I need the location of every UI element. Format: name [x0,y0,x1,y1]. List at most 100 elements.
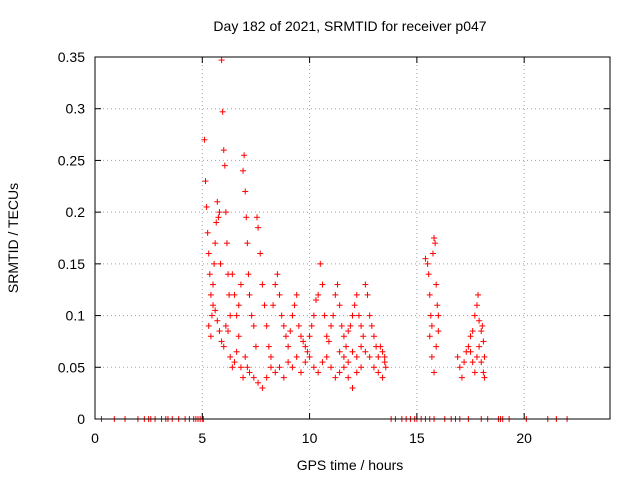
data-point [458,374,465,381]
data-point [362,348,369,355]
data-point [379,374,386,381]
data-point [370,364,377,371]
data-point [362,281,369,288]
data-point [207,333,214,340]
data-point [481,374,488,381]
data-point [244,240,251,247]
data-point [302,359,309,366]
data-point [319,359,326,366]
data-point [310,312,317,319]
data-point [479,322,486,329]
data-point [328,364,335,371]
data-point [204,229,211,236]
data-point [366,353,373,360]
data-point [323,333,330,340]
y-tick-label: 0.05 [58,359,85,375]
data-point [231,359,238,366]
data-point [471,312,478,319]
data-point [382,364,389,371]
data-point [233,348,240,355]
data-point [349,312,356,319]
data-point [435,328,442,335]
x-tick-label: 0 [91,430,99,446]
data-point [313,297,320,304]
x-tick-label: 10 [302,430,318,446]
data-point [205,250,212,257]
data-point [454,353,461,360]
data-point [381,353,388,360]
data-point [259,281,266,288]
data-point [375,369,382,376]
data-point [319,281,326,288]
data-point [216,328,223,335]
data-point [248,312,255,319]
data-point [340,364,347,371]
data-point [480,338,487,345]
data-point [259,384,266,391]
data-point [240,374,247,381]
data-point [368,322,375,329]
data-point [223,240,230,247]
data-point [211,260,218,267]
data-point [336,348,343,355]
data-point [219,108,226,115]
data-point [424,260,431,267]
x-tick-label: 15 [409,430,425,446]
data-point [345,374,352,381]
data-point [220,147,227,154]
chart-title: Day 182 of 2021, SRMTID for receiver p04… [213,18,486,34]
data-point [244,364,251,371]
data-point [467,348,474,355]
data-point [250,322,257,329]
data-point [217,260,224,267]
data-point [212,240,219,247]
data-point [206,271,213,278]
data-point [431,235,438,241]
data-point [433,281,440,288]
data-point [478,359,485,366]
data-point [323,353,330,360]
data-point [300,338,307,345]
data-point [358,343,365,350]
data-point [476,343,483,350]
plot-frame [94,56,611,420]
data-point [285,359,292,366]
x-axis-label: GPS time / hours [297,457,404,473]
data-point [302,343,309,350]
data-point [246,369,253,376]
data-point [358,322,365,329]
data-point [308,322,315,329]
data-point [241,152,248,159]
data-point [213,219,220,226]
y-tick-label: 0.15 [58,256,85,272]
y-tick-label: 0.35 [58,49,85,65]
data-point [222,322,229,329]
data-point [353,353,360,360]
data-point [293,291,300,298]
data-point [343,343,350,350]
data-point [330,312,337,319]
data-point [237,281,244,288]
data-point [218,57,225,64]
data-point [336,302,343,309]
data-point [358,364,365,371]
data-point [332,374,339,381]
data-point [227,312,234,319]
data-point [272,281,279,288]
data-point [379,348,386,355]
data-point [345,328,352,335]
data-point [233,312,240,319]
data-point [435,312,442,319]
data-point [349,384,356,391]
data-point [295,322,302,329]
data-point [377,343,384,350]
data-point [332,291,339,298]
data-point [243,214,250,221]
data-point [226,291,233,298]
data-point [426,333,433,340]
data-point [427,312,434,319]
data-point [353,369,360,376]
data-point [428,322,435,329]
data-point [478,328,485,335]
